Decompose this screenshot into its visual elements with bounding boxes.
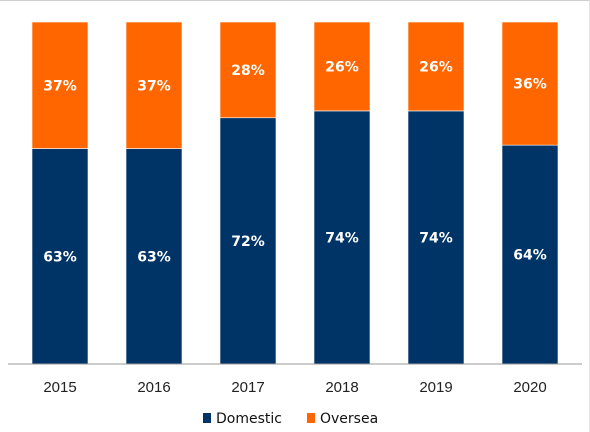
x-tick-label-2016: 2016 (137, 379, 170, 396)
x-axis-ticks: 2015 2016 2017 2018 2019 2020 (43, 379, 546, 396)
data-label-domestic-2018: 74% (325, 230, 359, 246)
legend-label-domestic: Domestic (216, 411, 282, 427)
x-tick-label-2019: 2019 (419, 379, 452, 396)
bar-oversea-2016 (125, 21, 183, 149)
legend-swatch-oversea (307, 413, 315, 423)
bar-oversea-2019 (407, 21, 465, 112)
x-tick-label-2017: 2017 (231, 379, 264, 396)
top-border (0, 0, 590, 1)
bar-oversea-2020 (501, 21, 559, 146)
bars-group (31, 21, 559, 365)
bar-domestic-2015 (31, 148, 89, 365)
legend-swatch-domestic (203, 413, 211, 423)
data-label-oversea-2020: 36% (513, 77, 547, 93)
data-label-domestic-2017: 72% (231, 234, 265, 250)
data-label-oversea-2019: 26% (419, 59, 453, 75)
data-label-oversea-2018: 26% (325, 59, 359, 75)
bar-oversea-2015 (31, 21, 89, 149)
legend-label-oversea: Oversea (320, 411, 378, 427)
data-label-oversea-2017: 28% (231, 63, 265, 79)
x-tick-label-2020: 2020 (513, 379, 546, 396)
legend: Domestic Oversea (203, 411, 378, 427)
data-label-domestic-2020: 64% (513, 248, 547, 264)
bar-domestic-2020 (501, 144, 559, 365)
bar-oversea-2018 (313, 21, 371, 112)
data-label-domestic-2016: 63% (137, 249, 171, 265)
x-tick-label-2015: 2015 (43, 379, 76, 396)
data-label-domestic-2015: 63% (43, 249, 77, 265)
data-label-oversea-2016: 37% (137, 78, 171, 94)
bar-domestic-2016 (125, 148, 183, 365)
bar-oversea-2017 (219, 21, 277, 119)
data-label-oversea-2015: 37% (43, 78, 77, 94)
data-label-domestic-2019: 74% (419, 230, 453, 246)
x-tick-label-2018: 2018 (325, 379, 358, 396)
data-labels-group: 63% 37% 63% 37% 72% 28% 74% 26% 74% 26% 64% 36% (43, 59, 547, 265)
bar-domestic-2019 (407, 110, 465, 365)
